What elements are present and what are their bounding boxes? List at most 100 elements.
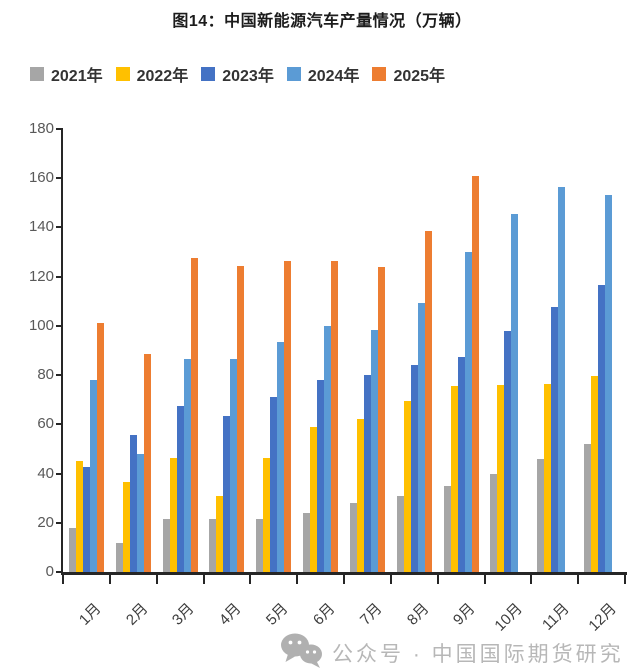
bar-2024年-12月 <box>605 195 613 572</box>
legend-label: 2022年 <box>136 68 189 85</box>
bar-2025年-8月 <box>424 231 432 572</box>
y-axis-label: 140 <box>28 218 54 236</box>
legend-label: 2025年 <box>393 68 446 85</box>
x-axis-tick <box>202 574 205 584</box>
y-axis-tick <box>56 275 63 278</box>
bar-2021年-2月 <box>115 542 123 572</box>
x-axis-label: 6月 <box>309 600 339 629</box>
x-axis-label: 8月 <box>403 600 433 629</box>
x-axis-label: 7月 <box>356 600 386 629</box>
bar-2023年-12月 <box>598 285 606 572</box>
y-axis-tick <box>56 324 63 327</box>
bar-2023年-10月 <box>504 330 512 572</box>
x-axis-tick <box>436 574 439 584</box>
bar-2022年-7月 <box>356 419 364 572</box>
bar-2022年-6月 <box>310 426 318 572</box>
legend-label: 2024年 <box>307 68 360 85</box>
bar-2022年-4月 <box>216 495 224 572</box>
wechat-icon <box>278 631 324 670</box>
y-axis-label: 180 <box>28 120 54 137</box>
legend-swatch-icon <box>201 67 216 81</box>
bar-2024年-7月 <box>370 329 378 572</box>
bar-2022年-10月 <box>497 385 505 572</box>
y-axis-tick <box>56 374 63 377</box>
bar-2025年-1月 <box>96 323 104 572</box>
bar-2025年-4月 <box>237 265 245 572</box>
x-axis-tick <box>343 574 345 584</box>
legend-swatch-icon <box>286 67 301 81</box>
bar-2025年-2月 <box>143 354 151 572</box>
bar-2022年-9月 <box>450 386 458 572</box>
y-axis-tick <box>56 571 63 573</box>
y-axis-tick <box>56 128 63 130</box>
bar-2022年-11月 <box>544 383 552 572</box>
x-axis-tick <box>483 574 486 584</box>
bar-2021年-12月 <box>584 444 592 572</box>
y-axis-label: 160 <box>28 169 54 187</box>
x-axis-tick <box>624 574 626 584</box>
bar-2021年-3月 <box>162 519 170 572</box>
x-axis-tick <box>62 574 64 584</box>
bar-2023年-11月 <box>551 307 559 572</box>
legend-item-2023年: 2023年 <box>201 62 274 86</box>
bar-2024年-5月 <box>277 341 285 572</box>
bar-2022年-8月 <box>403 401 411 572</box>
legend-swatch-icon <box>30 67 44 81</box>
x-axis-tick <box>389 574 392 584</box>
bar-2022年-12月 <box>591 376 599 572</box>
legend-item-2025年: 2025年 <box>372 62 445 86</box>
y-axis-tick <box>56 226 63 229</box>
bar-2023年-1月 <box>82 467 90 572</box>
x-axis-label: 9月 <box>450 600 479 629</box>
x-axis-tick <box>577 574 580 584</box>
y-axis-label: 60 <box>37 415 54 433</box>
x-axis-label: 3月 <box>169 600 198 629</box>
y-axis-label: 0 <box>45 563 54 580</box>
bar-2022年-3月 <box>169 457 177 572</box>
x-axis-label: 1月 <box>75 600 105 629</box>
bar-2023年-3月 <box>176 405 184 572</box>
x-axis-label: 4月 <box>216 600 245 629</box>
x-axis-label: 11月 <box>538 600 573 634</box>
bar-2022年-5月 <box>263 457 271 572</box>
bar-2022年-2月 <box>122 482 130 572</box>
y-axis-label: 40 <box>37 464 54 482</box>
bar-2024年-4月 <box>230 359 238 572</box>
x-axis-tick <box>155 574 158 584</box>
y-axis-tick <box>56 423 63 426</box>
x-axis-tick <box>530 574 533 584</box>
bar-2021年-5月 <box>256 519 264 572</box>
legend-item-2021年: 2021年 <box>30 62 103 86</box>
legend-swatch-icon <box>115 67 130 81</box>
bar-2024年-1月 <box>89 380 97 572</box>
y-axis-label: 20 <box>37 513 54 531</box>
bar-2024年-6月 <box>324 325 332 572</box>
bar-2025年-5月 <box>284 260 292 572</box>
bar-2024年-3月 <box>183 359 191 572</box>
bar-2023年-7月 <box>363 375 371 572</box>
bar-2024年-8月 <box>417 302 425 572</box>
legend-item-2024年: 2024年 <box>286 62 360 86</box>
bar-2023年-9月 <box>457 356 465 572</box>
bar-2021年-11月 <box>537 458 545 572</box>
bar-2022年-1月 <box>75 461 83 573</box>
x-axis-label: 2月 <box>122 600 152 629</box>
bar-2023年-4月 <box>223 415 231 572</box>
bar-2023年-5月 <box>270 397 278 572</box>
y-axis-tick <box>56 177 63 180</box>
watermark: 公众号 · 中国国际期货研究 <box>278 631 624 670</box>
y-axis-line <box>61 129 63 575</box>
bar-2021年-4月 <box>209 519 217 572</box>
bar-2021年-6月 <box>303 512 311 572</box>
x-axis-label: 5月 <box>263 600 292 629</box>
chart-title: 图14：中国新能源汽车产量情况（万辆） <box>172 13 472 30</box>
y-axis-tick <box>56 521 63 524</box>
x-axis-tick <box>108 574 111 584</box>
bar-2021年-7月 <box>349 503 357 572</box>
bar-2024年-2月 <box>136 453 144 572</box>
bar-2025年-6月 <box>331 260 339 572</box>
bar-2024年-11月 <box>558 186 566 572</box>
bar-2021年-9月 <box>443 485 451 572</box>
bar-2023年-2月 <box>129 435 137 572</box>
